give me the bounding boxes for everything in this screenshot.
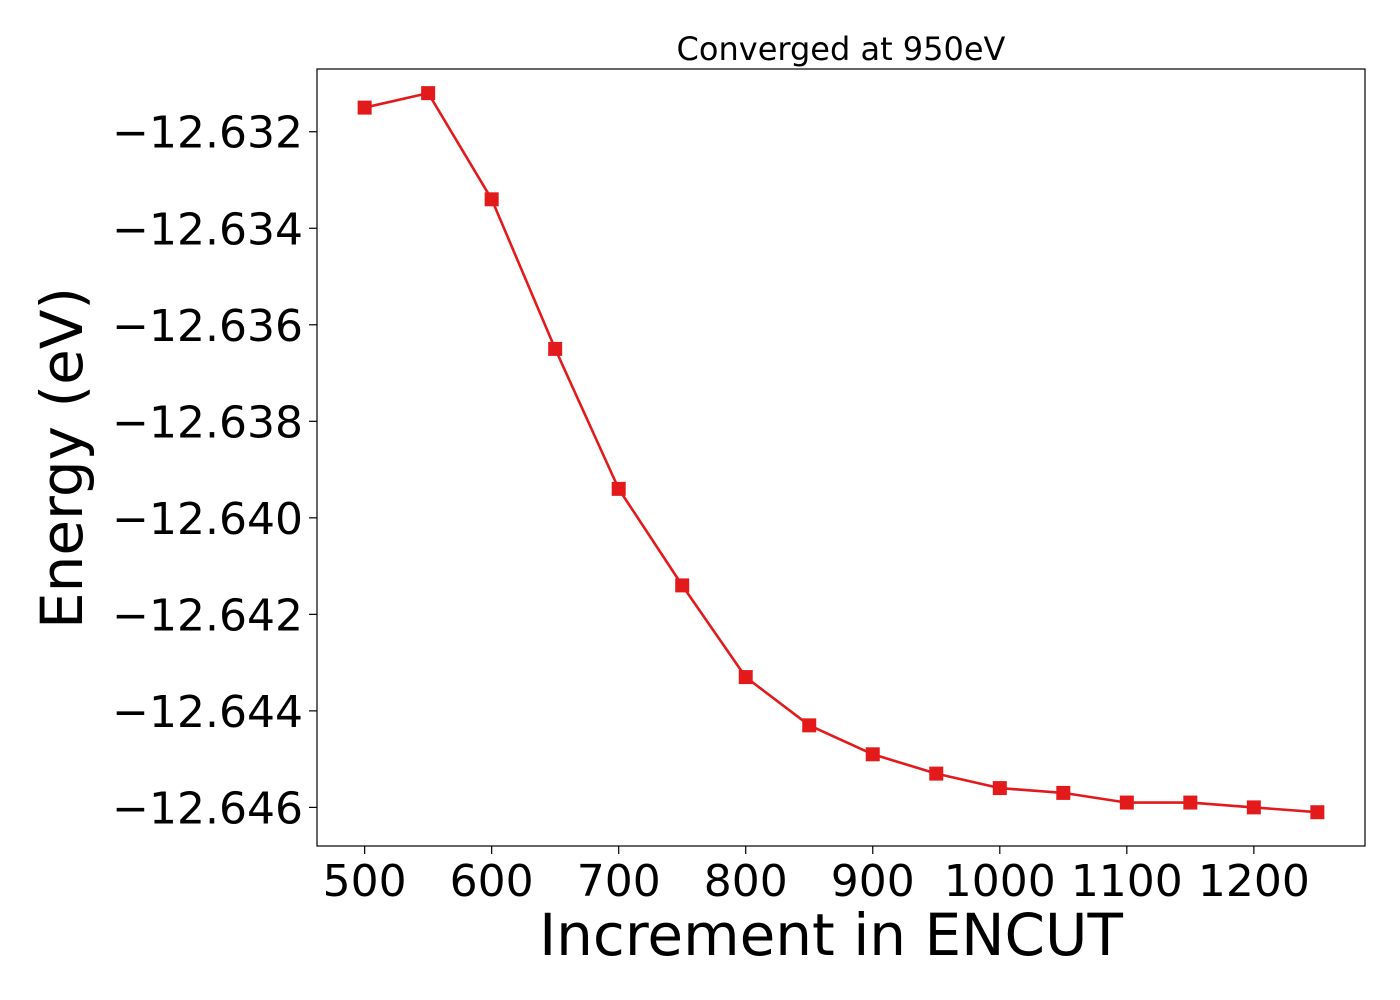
y-tick-label: −12.642 [112, 590, 303, 641]
x-tick-label: 1100 [1071, 856, 1183, 907]
data-point [484, 192, 499, 207]
chart-title: Converged at 950eV [677, 30, 1006, 68]
y-tick-label: −12.644 [112, 687, 303, 738]
y-axis-label: Energy (eV) [28, 287, 96, 629]
data-point [992, 781, 1007, 796]
data-point [1183, 795, 1198, 810]
y-tick-label: −12.638 [112, 397, 303, 448]
x-tick-label: 1200 [1198, 856, 1310, 907]
series-layer [357, 86, 1325, 820]
data-point [675, 578, 690, 593]
x-tick-label: 700 [577, 856, 661, 907]
x-tick-label: 1000 [944, 856, 1056, 907]
y-tick-label: −12.634 [112, 204, 303, 255]
data-point [1310, 805, 1325, 820]
data-point [1119, 795, 1134, 810]
plot-frame [316, 68, 1366, 847]
plot-area [316, 68, 1366, 847]
x-axis: 500 600 700 800 900 1000 1100 1200 [323, 846, 1310, 907]
data-point [548, 341, 563, 356]
data-point [802, 718, 817, 733]
data-point [738, 670, 753, 685]
y-axis: −12.632 −12.634 −12.636 −12.638 −12.640 −12.6… [112, 108, 317, 834]
data-point [1246, 800, 1261, 815]
y-tick-label: −12.640 [112, 494, 303, 545]
y-tick-label: −12.632 [112, 108, 303, 159]
data-point [357, 100, 372, 115]
data-point [865, 747, 880, 762]
x-tick-label: 500 [323, 856, 407, 907]
x-tick-label: 600 [450, 856, 534, 907]
data-point [929, 766, 944, 781]
series-line [364, 91, 1318, 814]
data-point [611, 481, 626, 496]
x-tick-label: 800 [704, 856, 788, 907]
data-point [421, 86, 436, 101]
y-tick-label: −12.646 [112, 783, 303, 834]
y-tick-label: −12.636 [112, 301, 303, 352]
x-tick-label: 900 [831, 856, 915, 907]
data-point [1056, 785, 1071, 800]
x-axis-label: Increment in ENCUT [539, 901, 1123, 969]
